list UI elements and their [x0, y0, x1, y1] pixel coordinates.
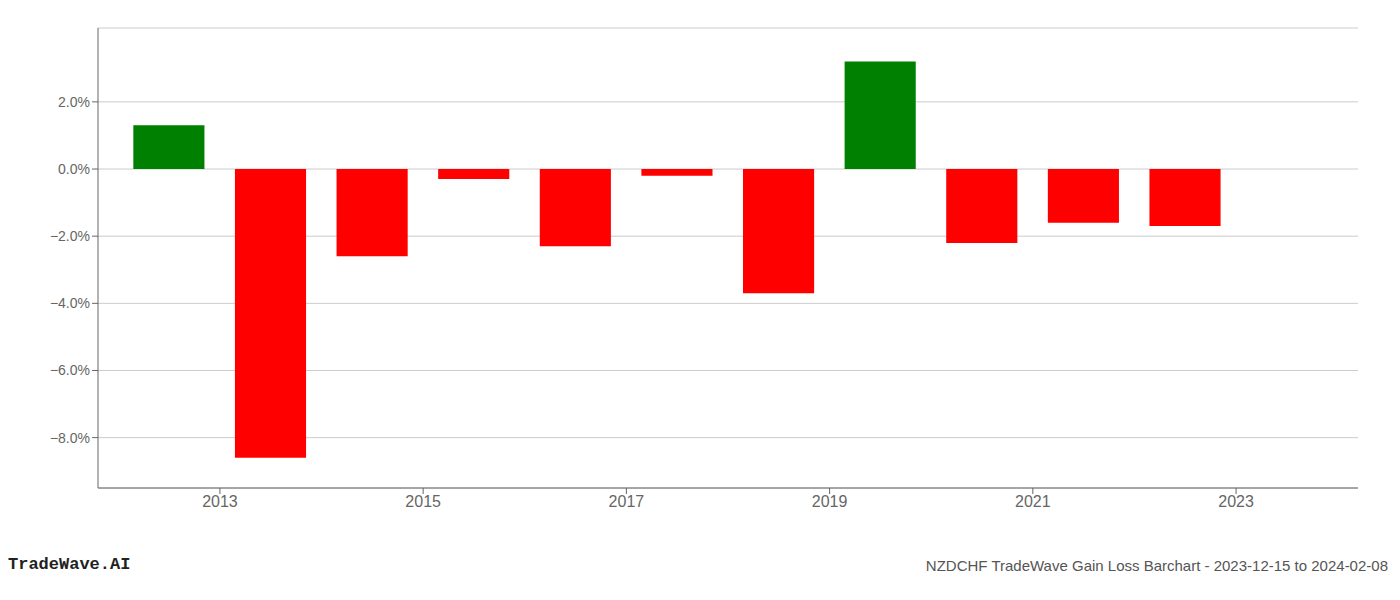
- svg-text:2021: 2021: [1015, 493, 1051, 510]
- svg-text:0.0%: 0.0%: [58, 161, 90, 177]
- svg-text:−8.0%: −8.0%: [50, 430, 90, 446]
- svg-text:2015: 2015: [405, 493, 441, 510]
- svg-text:2.0%: 2.0%: [58, 94, 90, 110]
- svg-text:2013: 2013: [202, 493, 238, 510]
- html-text:TradeWave.AI: TradeWave.AI: [8, 555, 131, 574]
- svg-text:2019: 2019: [812, 493, 848, 510]
- html-text:NZDCHF TradeWave Gain Loss Bar: NZDCHF TradeWave Gain Loss Barchart - 20…: [925, 557, 1388, 574]
- svg-text:2023: 2023: [1218, 493, 1254, 510]
- svg-text:−6.0%: −6.0%: [50, 362, 90, 378]
- svg-text:−2.0%: −2.0%: [50, 228, 90, 244]
- svg-text:−4.0%: −4.0%: [50, 295, 90, 311]
- svg-text:2017: 2017: [609, 493, 645, 510]
